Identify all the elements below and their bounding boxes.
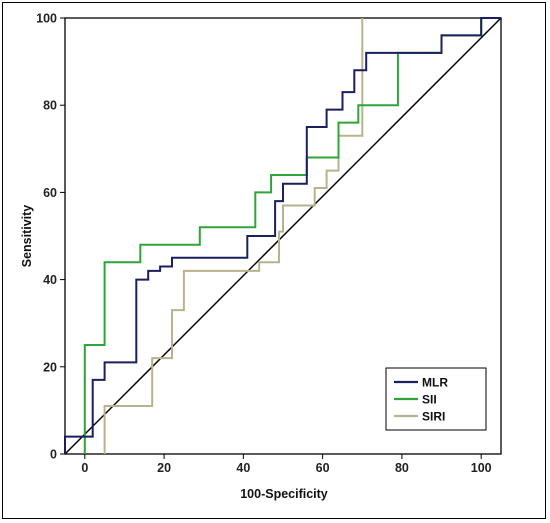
legend-label-mlr: MLR [422,376,448,390]
y-tick-label: 20 [43,360,57,374]
series-line-mlr [64,17,501,454]
x-tick-label: 40 [236,461,250,475]
x-tick-label: 20 [157,461,171,475]
x-tick-label: 0 [81,461,88,475]
x-tick-label: 60 [316,461,330,475]
plot-area [64,17,502,455]
legend-label-siri: SIRI [422,410,445,424]
series-line-siri [103,18,364,454]
y-tick-label: 40 [43,273,57,287]
y-tick-label: 60 [43,186,57,200]
chart-frame [2,2,546,519]
x-tick-label: 100 [471,461,492,475]
legend: MLR SII SIRI [385,367,487,431]
x-tick-label: 80 [395,461,409,475]
ticks-layer: 0 20 40 60 80 100 0 20 40 60 80 100 [36,12,492,476]
legend-label-sii: SII [422,393,437,407]
y-tick-label: 100 [36,12,57,26]
plot-border [64,17,502,455]
y-tick-label: 0 [50,448,57,462]
y-tick-label: 80 [43,99,57,113]
y-axis-label: Sensitivity [20,205,34,268]
series-layer [64,17,501,454]
reference-diagonal [64,17,502,455]
x-axis-label: 100-Specificity [240,487,328,501]
